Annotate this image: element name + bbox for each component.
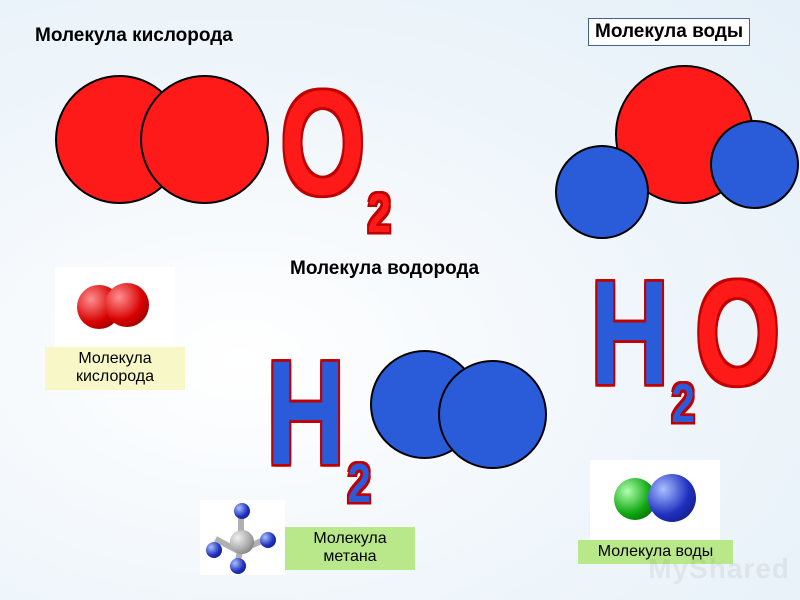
- thumb-methane: [200, 500, 285, 575]
- thumb-oxygen: [55, 267, 175, 347]
- formula-h2o-2: 2: [671, 382, 694, 426]
- caption-methane: Молекуламетана: [285, 527, 415, 570]
- title-oxygen: Молекула кислорода: [35, 25, 233, 47]
- watermark: MyShared: [648, 553, 790, 585]
- formula-h2o: H2O: [590, 290, 780, 378]
- atom-water-h1: [555, 145, 649, 239]
- slide-canvas: Молекула кислорода Молекула воды Молекул…: [0, 0, 800, 600]
- thumb-methane-h1: [234, 503, 250, 519]
- formula-o2-2: 2: [368, 192, 391, 236]
- thumb-water-a2: [648, 474, 696, 522]
- atom-hydrogen-2: [438, 360, 547, 469]
- atom-water-h2: [710, 120, 799, 209]
- caption-oxygen: Молекулакислорода: [45, 347, 185, 390]
- formula-h2-2: 2: [347, 462, 370, 506]
- formula-o2-O: O: [280, 85, 366, 204]
- formula-o2: O2: [280, 100, 391, 188]
- formula-h2o-H: H: [590, 275, 669, 394]
- thumb-oxygen-a2: [105, 283, 149, 327]
- thumb-methane-h2: [206, 542, 222, 558]
- atom-oxygen-2: [140, 75, 269, 204]
- formula-h2: H2: [266, 370, 371, 458]
- thumb-methane-h3: [260, 532, 276, 548]
- formula-h2-H: H: [266, 355, 345, 474]
- thumb-methane-h4: [230, 558, 246, 574]
- formula-h2o-O: O: [695, 275, 781, 394]
- title-hydrogen: Молекула водорода: [290, 258, 479, 280]
- thumb-water: [590, 460, 720, 540]
- thumb-methane-c: [230, 530, 254, 554]
- title-water: Молекула воды: [588, 18, 750, 46]
